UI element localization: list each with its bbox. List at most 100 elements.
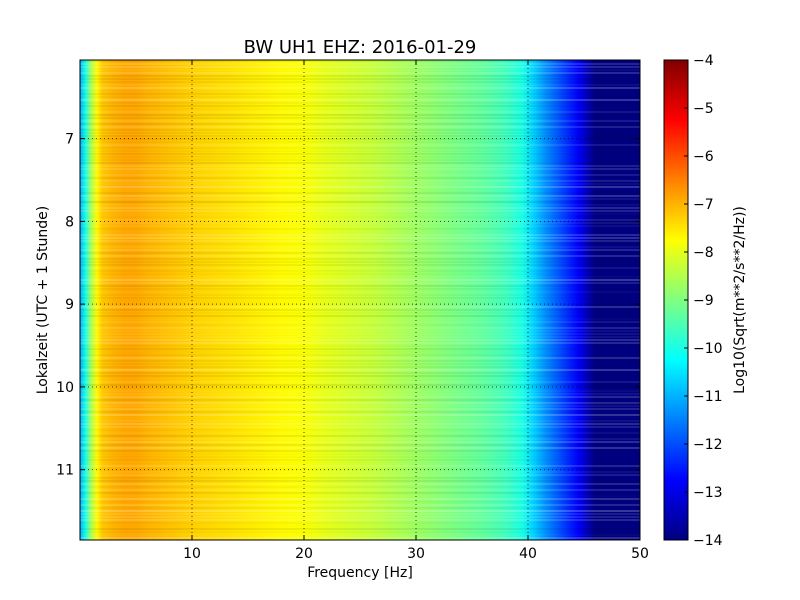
spectrogram-row — [80, 159, 640, 161]
spectrogram-row — [80, 360, 640, 362]
spectrogram-row — [80, 513, 640, 515]
spectrogram-row — [80, 471, 640, 473]
spectrogram-row — [80, 114, 640, 116]
y-tick-label: 8 — [65, 214, 74, 230]
plot-frame — [79, 59, 641, 541]
spectrogram-row — [80, 249, 640, 251]
y-tick-label: 10 — [56, 380, 74, 396]
spectrogram-row — [80, 255, 640, 257]
spectrogram-row — [80, 177, 640, 179]
y-tick-label: 11 — [56, 463, 74, 479]
spectrogram-row — [80, 354, 640, 356]
y-tick-label: 9 — [65, 297, 74, 313]
colorbar-ticks: −4 −5 −6 −7 −8 −9 −10 −11 −12 −13 −14 — [684, 53, 723, 549]
spectrogram-row — [80, 156, 640, 158]
spectrogram-row — [80, 342, 640, 344]
spectrogram-row — [80, 318, 640, 320]
spectrogram-row — [80, 384, 640, 386]
spectrogram-row — [80, 375, 640, 377]
spectrogram-plot: 10 20 30 40 50 7 8 9 10 11 — [56, 59, 649, 562]
spectrogram-row — [80, 363, 640, 365]
spectrogram-row — [80, 192, 640, 194]
spectrogram-row — [80, 456, 640, 458]
spectrogram-row — [80, 132, 640, 134]
spectrogram-row — [80, 234, 640, 236]
spectrogram-row — [80, 330, 640, 332]
spectrogram-row — [80, 90, 640, 92]
spectrogram-row — [80, 309, 640, 311]
spectrogram-row — [80, 435, 640, 437]
spectrogram-row — [80, 300, 640, 302]
spectrogram-row — [80, 144, 640, 146]
spectrogram-row — [80, 60, 640, 62]
spectrogram-row — [80, 201, 640, 203]
spectrogram-row — [80, 423, 640, 425]
spectrogram-row — [80, 510, 640, 512]
spectrogram-row — [80, 186, 640, 188]
spectrogram-row — [80, 537, 640, 539]
spectrogram-row — [80, 501, 640, 503]
spectrogram-row — [80, 324, 640, 326]
spectrogram-row — [80, 150, 640, 152]
spectrogram-row — [80, 285, 640, 287]
y-axis: 7 8 9 10 11 — [56, 132, 640, 479]
spectrogram-row — [80, 447, 640, 449]
spectrogram-row — [80, 348, 640, 350]
colorbar-tick-label: −4 — [693, 53, 714, 69]
spectrogram-row — [80, 495, 640, 497]
spectrogram-row — [80, 531, 640, 533]
spectrogram-row — [80, 345, 640, 347]
colorbar-tick-label: −13 — [693, 485, 723, 501]
spectrogram-row — [80, 93, 640, 95]
spectrogram-row — [80, 453, 640, 455]
spectrogram-row — [80, 66, 640, 68]
spectrogram-row — [80, 408, 640, 410]
spectrogram-row — [80, 312, 640, 314]
spectrogram-row — [80, 339, 640, 341]
spectrogram-row — [80, 183, 640, 185]
x-axis: 10 20 30 40 50 — [183, 60, 649, 562]
spectrogram-row — [80, 123, 640, 125]
spectrogram-row — [80, 327, 640, 329]
x-tick-label: 10 — [183, 546, 201, 562]
spectrogram-row — [80, 420, 640, 422]
spectrogram-row — [80, 390, 640, 392]
spectrogram-row — [80, 534, 640, 536]
spectrogram-row — [80, 198, 640, 200]
colorbar-tick-label: −7 — [693, 197, 714, 213]
x-tick-label: 50 — [631, 546, 649, 562]
spectrogram-row — [80, 240, 640, 242]
spectrogram-row — [80, 273, 640, 275]
spectrogram-row — [80, 84, 640, 86]
spectrogram-row — [80, 459, 640, 461]
grid-lines — [80, 60, 640, 540]
spectrogram-row — [80, 219, 640, 221]
spectrogram-row — [80, 282, 640, 284]
colorbar-tick-label: −8 — [693, 245, 714, 261]
spectrogram-row — [80, 210, 640, 212]
spectrogram-row — [80, 480, 640, 482]
spectrogram-row — [80, 279, 640, 281]
spectrogram-row — [80, 189, 640, 191]
colorbar-tick-label: −5 — [693, 101, 714, 117]
spectrogram-row — [80, 498, 640, 500]
spectrogram-row — [80, 129, 640, 131]
x-axis-label: Frequency [Hz] — [307, 565, 413, 581]
spectrogram-row — [80, 315, 640, 317]
spectrogram-row — [80, 291, 640, 293]
spectrogram-row — [80, 432, 640, 434]
spectrogram-row — [80, 507, 640, 509]
spectrogram-row — [80, 135, 640, 137]
spectrogram-row — [80, 81, 640, 83]
spectrogram-row — [80, 78, 640, 80]
spectrogram-row — [80, 216, 640, 218]
spectrogram-row — [80, 111, 640, 113]
spectrogram-row — [80, 228, 640, 230]
spectrogram-row — [80, 126, 640, 128]
spectrogram-row — [80, 369, 640, 371]
spectrogram-row — [80, 75, 640, 77]
spectrogram-row — [80, 483, 640, 485]
spectrogram-row — [80, 207, 640, 209]
spectrogram-row — [80, 72, 640, 74]
